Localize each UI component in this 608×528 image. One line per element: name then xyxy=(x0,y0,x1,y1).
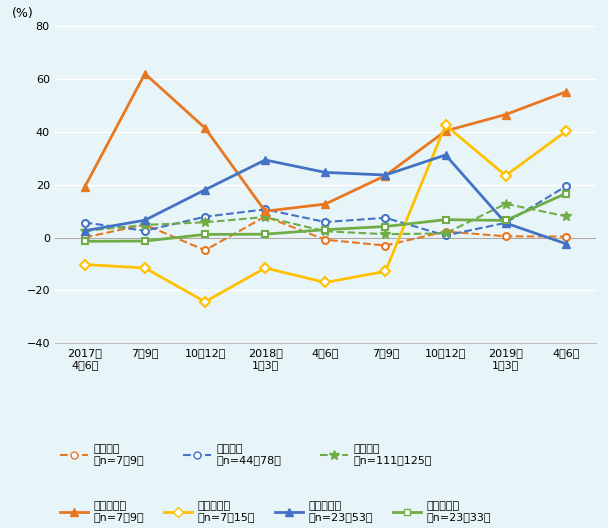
Legend: 韓国・中小
（n=7〜9）, 中国・中小
（n=7〜15）, 米国・中小
（n=23〜53）, 日本・中小
（n=23〜33）: 韓国・中小 （n=7〜9）, 中国・中小 （n=7〜15）, 米国・中小 （n=… xyxy=(60,501,491,522)
Text: (%): (%) xyxy=(12,7,33,20)
